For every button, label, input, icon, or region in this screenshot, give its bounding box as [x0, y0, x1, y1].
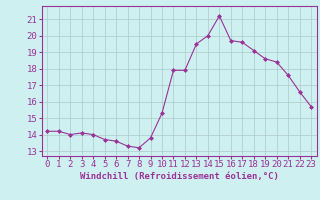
X-axis label: Windchill (Refroidissement éolien,°C): Windchill (Refroidissement éolien,°C) [80, 172, 279, 181]
